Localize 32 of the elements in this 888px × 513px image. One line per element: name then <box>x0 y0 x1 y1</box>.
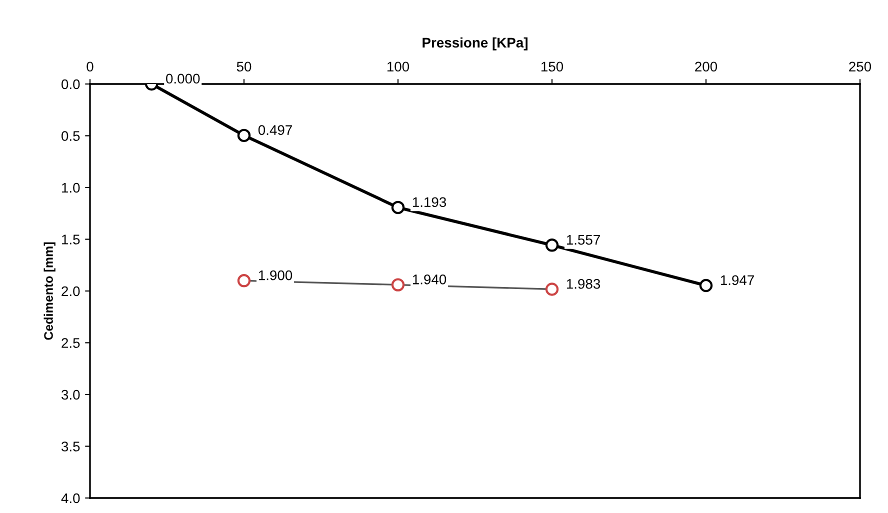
point <box>237 128 251 142</box>
data-label: 1.193 <box>412 197 446 208</box>
y-tick-label: 0.5 <box>62 131 80 141</box>
y-tick-label: 3.5 <box>62 442 80 452</box>
x-tick-label: 250 <box>849 62 872 72</box>
y-tick-label: 2.5 <box>62 338 80 348</box>
data-label: 1.947 <box>720 275 754 286</box>
data-label: 1.940 <box>412 274 446 284</box>
y-tick-label: 2.0 <box>62 286 80 296</box>
y-tick-label: 1.0 <box>62 182 80 193</box>
x-tick-label: 100 <box>387 62 410 72</box>
point <box>391 200 405 214</box>
data-label: 0.000 <box>166 74 200 84</box>
point <box>545 282 559 296</box>
x-tick-label: 50 <box>236 62 252 72</box>
point <box>699 278 713 292</box>
data-label: 1.900 <box>258 270 292 280</box>
point <box>237 274 251 288</box>
point <box>545 238 559 252</box>
y-tick-label: 0.0 <box>62 79 80 90</box>
data-label: 1.557 <box>566 235 600 245</box>
x-tick-label: 150 <box>541 62 564 72</box>
x-tick-label: 0 <box>86 62 94 72</box>
x-tick-label: 200 <box>695 62 718 72</box>
point <box>391 278 405 292</box>
y-tick-label: 4.0 <box>61 493 80 504</box>
data-label: 1.983 <box>566 278 600 289</box>
x-axis-title: Pressione [KPa] <box>422 37 528 50</box>
y-tick-label: 3.0 <box>62 390 80 400</box>
y-tick-label: 1.5 <box>62 234 80 244</box>
data-label: 0.497 <box>258 125 292 135</box>
y-axis-title: Cedimento [mm] <box>44 242 56 340</box>
